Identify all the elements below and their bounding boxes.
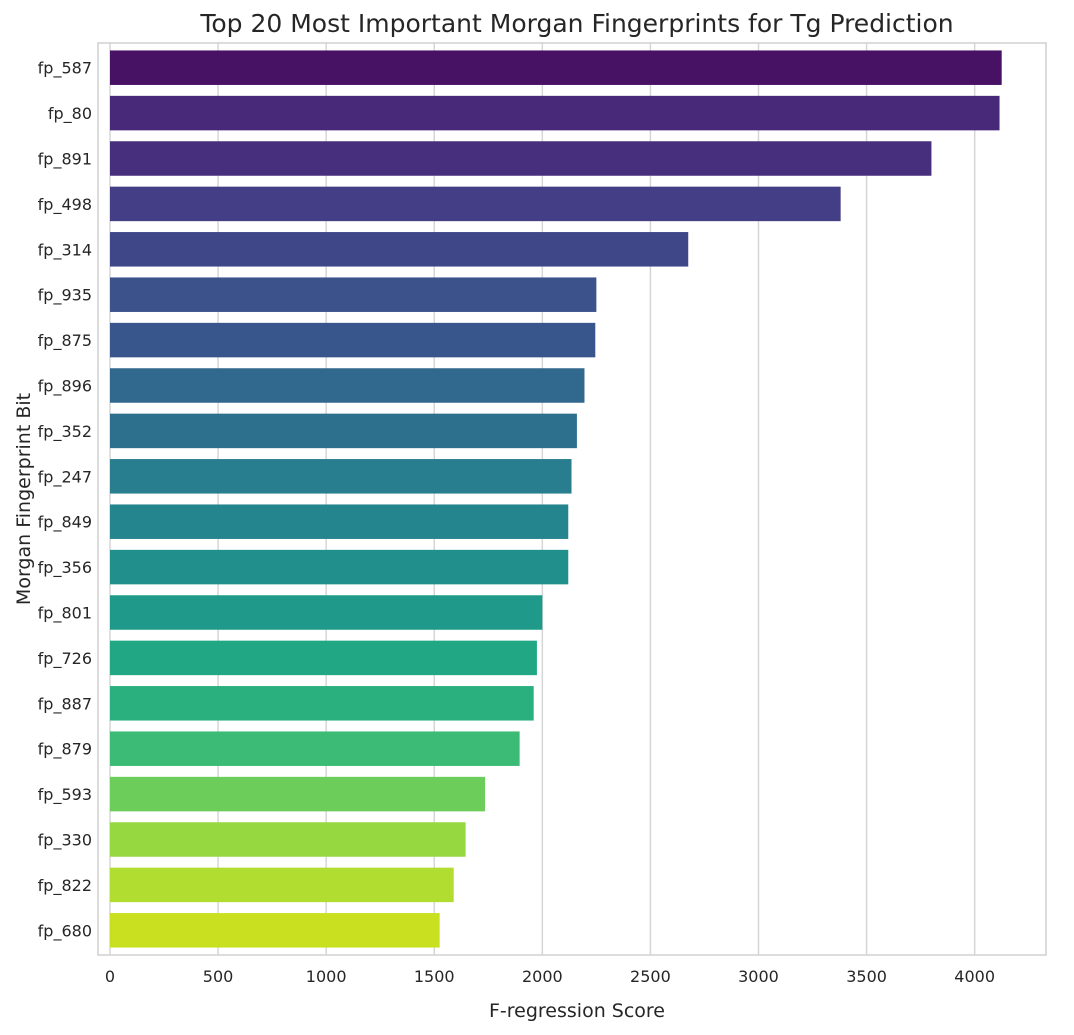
y-tick-label: fp_587 [38,59,92,79]
bar-fp_587 [110,50,1002,85]
x-tick-label: 3000 [738,967,779,986]
y-tick-label: fp_498 [38,195,92,215]
bar-fp_80 [110,95,1000,131]
bar-fp_498 [110,186,841,222]
y-tick-label: fp_247 [38,467,92,487]
y-tick-label: fp_887 [38,694,92,714]
y-tick-labels: fp_587 fp_80 fp_891 fp_498 fp_314 fp_935 fp_87… [38,59,92,942]
y-tick-label: fp_875 [38,331,92,351]
x-axis-label: F-regression Score [489,1000,665,1022]
bar-fp_879 [110,731,520,766]
bar-fp_801 [110,595,543,630]
x-tick-label: 4000 [954,967,995,986]
bar-fp_247 [110,459,572,494]
y-tick-label: fp_330 [38,831,92,851]
gridlines [109,43,976,955]
y-tick-label: fp_935 [38,286,92,306]
bar-fp_875 [110,322,596,358]
bar-fp_822 [110,867,454,903]
y-tick-label: fp_896 [38,377,92,397]
bar-fp_896 [110,368,585,403]
y-tick-label: fp_80 [48,104,92,124]
x-tick-label: 1000 [306,967,347,986]
bar-fp_935 [110,277,597,312]
y-tick-label: fp_680 [38,921,92,941]
chart-title: Top 20 Most Important Morgan Fingerprint… [199,9,953,38]
bar-fp_314 [110,232,689,267]
x-tick-label: 2500 [630,967,671,986]
bar-fp_849 [110,504,569,539]
x-tick-label: 3500 [846,967,887,986]
x-tick-label: 0 [105,967,115,986]
bar-fp_356 [110,549,569,585]
x-tick-label: 1500 [414,967,455,986]
y-tick-label: fp_356 [38,558,92,578]
bar-fp_593 [110,776,486,812]
bar-fp_330 [110,822,466,857]
x-tick-labels: 0 500 1000 1500 2000 2500 3000 3500 4000 [105,967,995,986]
y-tick-label: fp_879 [38,740,92,760]
y-tick-label: fp_801 [38,604,92,624]
y-axis-label: Morgan Fingerprint Bit [13,393,35,605]
y-tick-label: fp_726 [38,649,92,669]
x-tick-label: 2000 [522,967,563,986]
y-tick-label: fp_822 [38,876,92,896]
bar-fp_726 [110,640,537,676]
bar-fp_680 [110,913,440,948]
plot-frame [97,42,1047,956]
bar-fp_887 [110,686,534,721]
x-tick-label: 500 [203,967,234,986]
y-tick-label: fp_891 [38,150,92,170]
y-tick-label: fp_849 [38,513,92,533]
y-tick-label: fp_314 [38,240,92,260]
y-tick-label: fp_352 [38,422,92,442]
bar-fp_352 [110,413,577,449]
bars [110,50,1002,948]
bar-fp_891 [110,141,932,176]
y-tick-label: fp_593 [38,785,92,805]
